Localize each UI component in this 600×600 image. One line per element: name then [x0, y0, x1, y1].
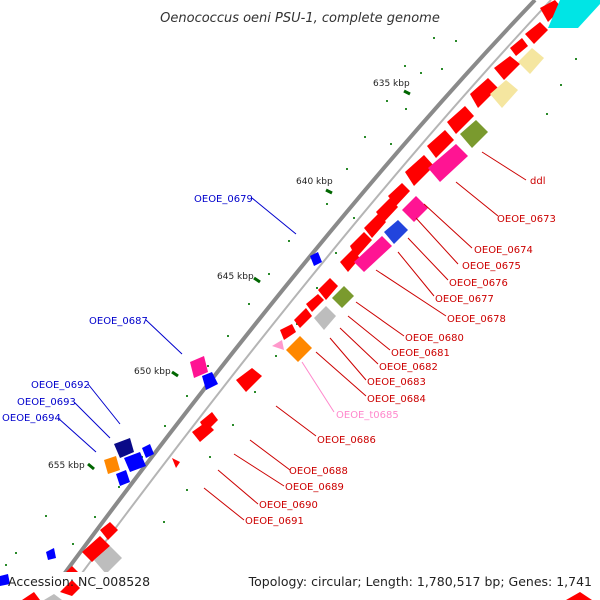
gene-feature[interactable]: [314, 306, 336, 330]
tick-label: 650 kbp: [134, 367, 171, 377]
gene-label[interactable]: OEOE_0690: [259, 500, 318, 511]
gene-label[interactable]: OEOE_0689: [285, 482, 344, 493]
gene-label[interactable]: OEOE_0688: [289, 466, 348, 477]
gene-feature[interactable]: [405, 155, 434, 186]
gene-feature[interactable]: [510, 38, 528, 56]
gene-label[interactable]: OEOE_0679: [194, 194, 253, 205]
gene-feature[interactable]: [340, 250, 360, 272]
gene-feature[interactable]: [22, 592, 40, 600]
gene-label[interactable]: OEOE_0681: [391, 348, 450, 359]
tick-label: 655 kbp: [48, 461, 85, 471]
gene-feature[interactable]: [540, 0, 562, 22]
genome-backbone-inner: [61, 0, 552, 600]
gene-feature[interactable]: [190, 356, 208, 378]
gene-labels-left: OEOE_0679 OEOE_0687 OEOE_0692 OEOE_0693 …: [2, 194, 253, 424]
gene-feature[interactable]: [460, 120, 488, 148]
gene-feature[interactable]: [364, 214, 386, 238]
gene-feature[interactable]: [490, 80, 518, 108]
gene-feature[interactable]: [376, 198, 398, 222]
tick-label: 645 kbp: [217, 272, 254, 282]
gene-feature[interactable]: [384, 220, 408, 244]
gene-feature[interactable]: [114, 438, 134, 458]
gene-feature[interactable]: [94, 546, 122, 574]
gene-feature[interactable]: [470, 78, 498, 108]
gene-feature[interactable]: [402, 196, 428, 222]
gene-feature[interactable]: [0, 574, 10, 586]
gene-label[interactable]: OEOE_0693: [17, 397, 76, 408]
feature-track-cog[interactable]: [60, 0, 600, 600]
gene-feature[interactable]: [236, 368, 262, 392]
gene-feature[interactable]: [46, 548, 56, 560]
tick-label: 635 kbp: [373, 79, 410, 89]
trna-feature[interactable]: [272, 340, 284, 350]
gene-label[interactable]: OEOE_0674: [474, 245, 533, 256]
gene-label[interactable]: OEOE_0682: [379, 362, 438, 373]
leader-lines-left: [57, 197, 297, 453]
footer-bar: [0, 572, 600, 600]
gene-feature[interactable]: [548, 0, 600, 28]
gene-label[interactable]: OEOE_0686: [317, 435, 376, 446]
gene-label[interactable]: OEOE_0694: [2, 413, 61, 424]
tick-label: 640 kbp: [296, 177, 333, 187]
gene-feature[interactable]: [60, 580, 80, 596]
gene-label[interactable]: OEOE_0684: [367, 394, 426, 405]
gene-label[interactable]: OEOE_0683: [367, 377, 426, 388]
accession-text: Accession: NC_008528: [8, 574, 150, 589]
gene-feature[interactable]: [100, 522, 118, 540]
gene-label[interactable]: OEOE_0691: [245, 516, 304, 527]
gene-feature[interactable]: [192, 422, 214, 442]
gene-feature[interactable]: [318, 278, 338, 300]
gene-feature[interactable]: [82, 536, 110, 562]
gene-feature[interactable]: [172, 458, 180, 468]
gene-feature[interactable]: [294, 308, 312, 328]
gene-feature[interactable]: [388, 183, 410, 206]
gene-feature[interactable]: [104, 456, 120, 474]
genome-backbone: [43, 0, 537, 600]
gene-feature[interactable]: [44, 594, 62, 600]
gene-feature[interactable]: [354, 236, 392, 272]
feature-track-forward[interactable]: [40, 0, 562, 600]
gene-feature[interactable]: [525, 22, 548, 44]
gene-label[interactable]: OEOE_0675: [462, 261, 521, 272]
gene-label[interactable]: ddl: [530, 176, 545, 187]
gene-feature[interactable]: [494, 56, 520, 80]
gene-feature[interactable]: [518, 48, 544, 74]
gene-feature[interactable]: [286, 336, 312, 362]
kbp-tick-marks: [87, 89, 411, 471]
gene-label[interactable]: OEOE_0677: [435, 294, 494, 305]
leader-lines-right: [203, 151, 527, 521]
gene-feature[interactable]: [124, 452, 146, 472]
gene-feature[interactable]: [306, 294, 324, 312]
gene-feature[interactable]: [116, 470, 130, 486]
gene-feature[interactable]: [350, 232, 372, 258]
topology-text: Topology: circular; Length: 1,780,517 bp…: [248, 574, 592, 589]
gene-label[interactable]: OEOE_0680: [405, 333, 464, 344]
gene-label[interactable]: OEOE_0676: [449, 278, 508, 289]
gene-label[interactable]: OEOE_0673: [497, 214, 556, 225]
gene-labels-right: ddl OEOE_0673 OEOE_0674 OEOE_0675 OEOE_0…: [245, 176, 556, 527]
gene-feature[interactable]: [332, 286, 354, 308]
gene-label[interactable]: OEOE_0687: [89, 316, 148, 327]
gene-feature[interactable]: [142, 444, 154, 458]
gene-label[interactable]: OEOE_0692: [31, 380, 90, 391]
gene-feature[interactable]: [447, 106, 474, 134]
kbp-labels: 635 kbp 640 kbp 645 kbp 650 kbp 655 kbp: [48, 79, 410, 471]
gene-label[interactable]: OEOE_0678: [447, 314, 506, 325]
gene-feature[interactable]: [427, 130, 454, 158]
gene-feature[interactable]: [428, 144, 468, 182]
gene-feature[interactable]: [280, 324, 296, 340]
gene-feature[interactable]: [202, 372, 218, 390]
gene-feature[interactable]: [566, 592, 592, 600]
gene-feature[interactable]: [310, 252, 322, 266]
gene-label[interactable]: OEOE_t0685: [336, 410, 399, 421]
map-title: Oenococcus oeni PSU-1, complete genome: [160, 11, 440, 26]
